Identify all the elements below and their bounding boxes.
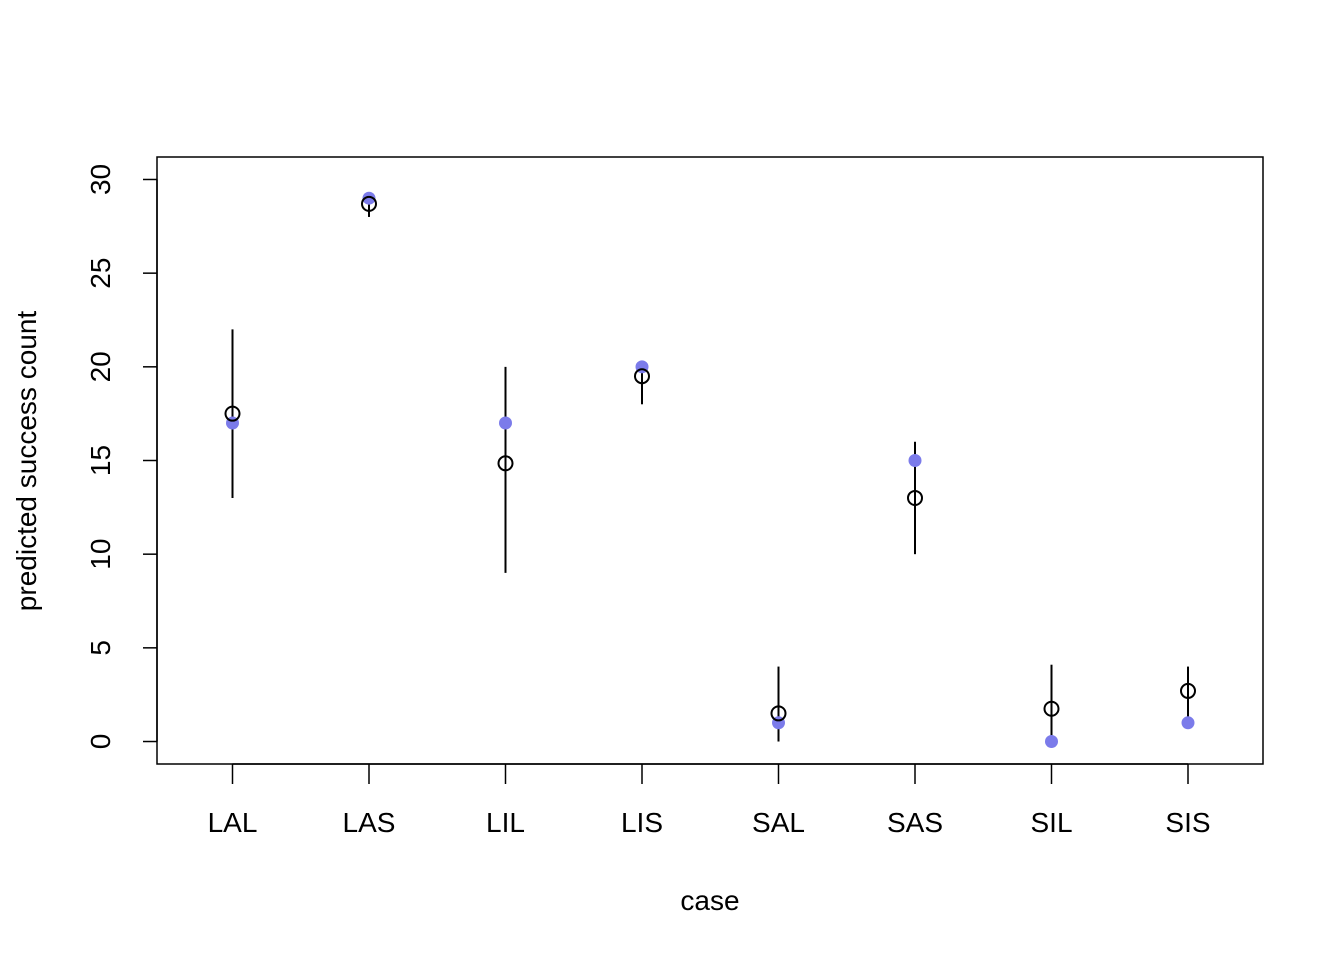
predicted-point: [497, 455, 514, 472]
predicted-point: [907, 489, 923, 506]
y-axis: 0 5 10 15 20 25 30: [85, 164, 158, 750]
y-tick-label: 30: [85, 164, 116, 195]
x-tick-label: SIS: [1165, 807, 1210, 838]
predicted-points: [224, 195, 1196, 722]
x-tick-label: SAL: [752, 807, 805, 838]
predicted-point: [361, 195, 377, 212]
predicted-point: [1043, 700, 1060, 717]
y-tick-label: 25: [85, 258, 116, 289]
observed-point: [362, 191, 376, 205]
predicted-point: [224, 405, 241, 422]
predicted-point: [770, 705, 787, 722]
y-axis-label: predicted success count: [11, 311, 42, 612]
x-tick-label: SIL: [1030, 807, 1072, 838]
observed-point: [499, 416, 512, 430]
y-tick-label: 15: [85, 445, 116, 476]
observed-points: [226, 191, 1195, 749]
observed-point: [908, 454, 922, 467]
plot-frame: [156, 156, 1264, 765]
y-tick-label: 20: [85, 351, 116, 382]
x-tick-label: SAS: [887, 807, 943, 838]
x-tick-label: LIL: [486, 807, 525, 838]
x-axis-label: case: [680, 885, 739, 916]
x-axis: LAL LAS LIL LIS SAL SAS SIL SIS: [208, 763, 1211, 838]
y-tick-label: 10: [85, 539, 116, 570]
observed-point: [1181, 716, 1195, 730]
x-tick-label: LIS: [621, 807, 663, 838]
x-tick-label: LAS: [343, 807, 396, 838]
y-tick-label: 5: [85, 640, 116, 656]
predicted-point: [634, 368, 650, 385]
y-tick-label: 0: [85, 734, 116, 750]
interval-lines: [231, 198, 1189, 742]
x-tick-label: LAL: [208, 807, 258, 838]
observed-point: [1045, 735, 1058, 749]
predicted-point: [1180, 682, 1196, 699]
